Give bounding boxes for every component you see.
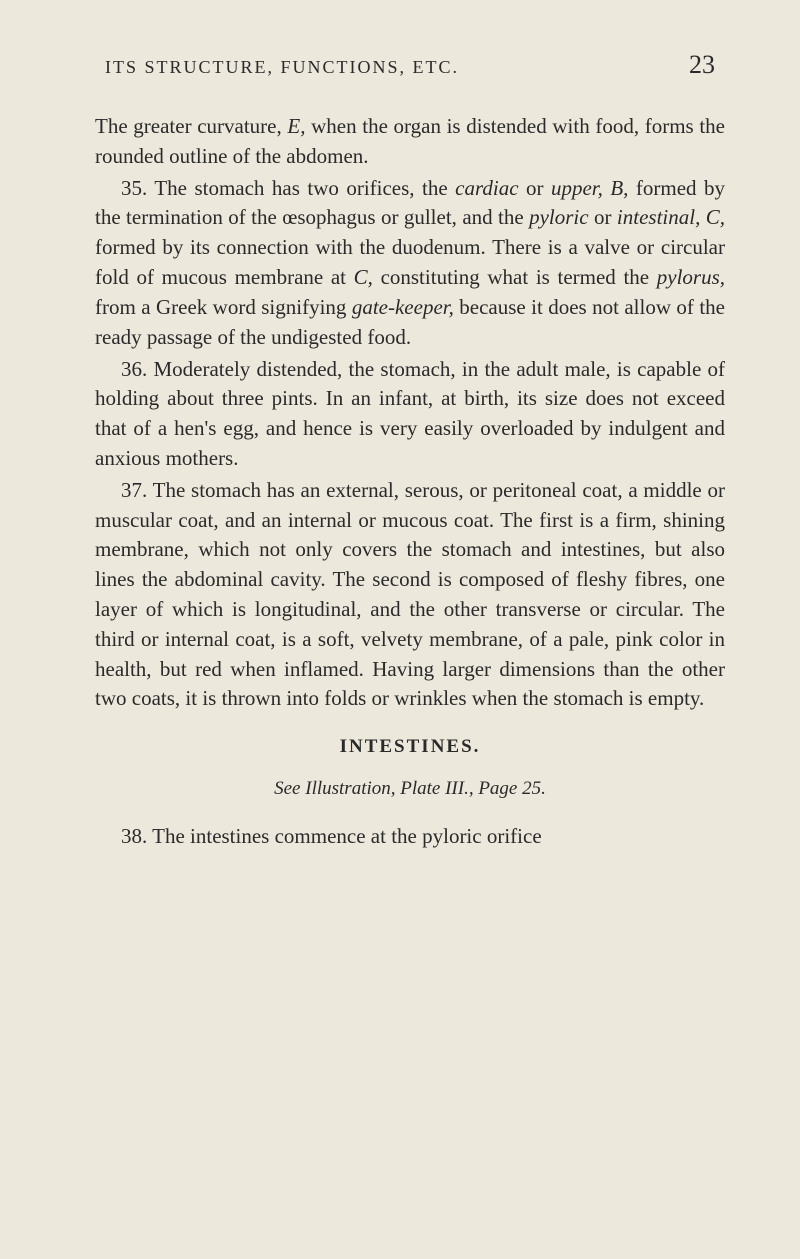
page-number: 23	[689, 50, 715, 80]
italic-text: cardiac	[455, 176, 518, 200]
paragraph-1: The greater curvature, E, when the organ…	[95, 112, 725, 172]
italic-text: gate-keeper,	[352, 295, 454, 319]
italic-text: pyloric	[529, 205, 588, 229]
italic-text: C,	[354, 265, 373, 289]
italic-text: E,	[287, 114, 305, 138]
italic-text: upper, B,	[551, 176, 628, 200]
paragraph-2: 35. The stomach has two orifices, the ca…	[95, 174, 725, 353]
page-header: ITS STRUCTURE, FUNCTIONS, ETC. 23	[95, 50, 725, 80]
text-segment: from a Greek word signifying	[95, 295, 352, 319]
italic-text: intestinal, C,	[617, 205, 725, 229]
running-title: ITS STRUCTURE, FUNCTIONS, ETC.	[105, 57, 459, 78]
text-segment: or	[519, 176, 551, 200]
text-segment: 35. The stomach has two orifices, the	[121, 176, 455, 200]
text-segment: The greater curvature,	[95, 114, 287, 138]
illustration-reference: See Illustration, Plate III., Page 25.	[95, 778, 725, 800]
section-heading: INTESTINES.	[95, 736, 725, 758]
text-segment: constituting what is termed the	[373, 265, 657, 289]
paragraph-3: 36. Moderately distended, the stomach, i…	[95, 355, 725, 474]
paragraph-4: 37. The stomach has an external, serous,…	[95, 476, 725, 715]
text-segment: or	[589, 205, 617, 229]
italic-text: pylorus,	[657, 265, 725, 289]
paragraph-5: 38. The intestines commence at the pylor…	[95, 822, 725, 852]
